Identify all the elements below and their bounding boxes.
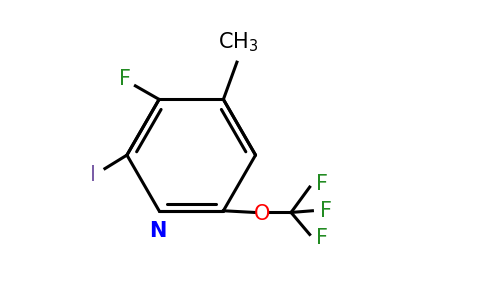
Text: CH$_3$: CH$_3$	[218, 30, 259, 54]
Text: I: I	[90, 165, 96, 185]
Text: F: F	[119, 69, 131, 89]
Text: N: N	[149, 221, 166, 241]
Text: F: F	[320, 201, 332, 221]
Text: O: O	[254, 204, 271, 224]
Text: F: F	[317, 228, 329, 248]
Text: F: F	[317, 174, 329, 194]
